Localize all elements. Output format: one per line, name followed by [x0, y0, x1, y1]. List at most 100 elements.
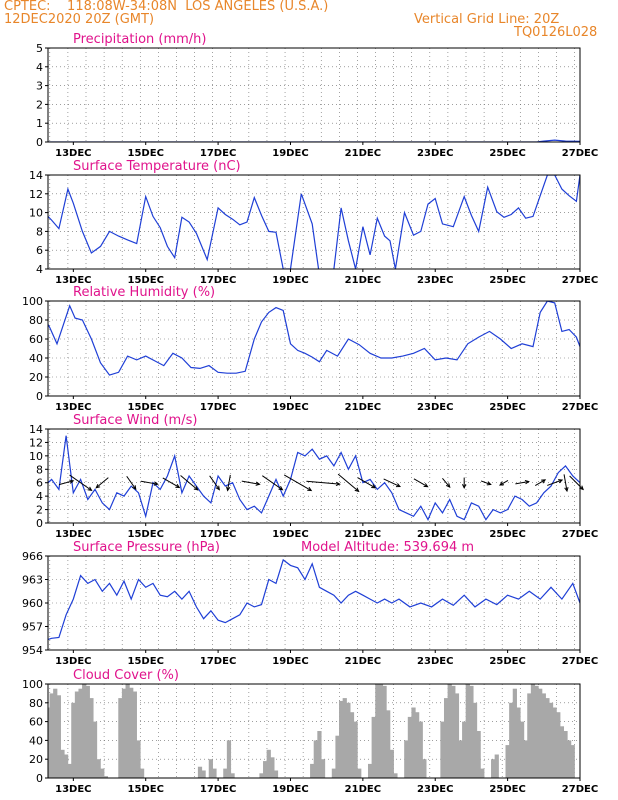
x-tick-label: 27DEC — [562, 148, 598, 159]
cloud-bar — [469, 685, 474, 778]
cloud-bar — [139, 768, 145, 778]
y-tick-label: 12 — [29, 436, 43, 449]
cloud-bar — [375, 684, 380, 778]
cloud-bar — [346, 702, 351, 778]
cloud-bar — [223, 768, 228, 778]
x-tick-label: 13DEC — [55, 402, 91, 413]
wind-arrow-head — [153, 481, 159, 486]
panel-frame — [47, 300, 581, 397]
cloud-bar — [548, 702, 554, 778]
x-tick-label: 19DEC — [272, 402, 308, 413]
x-tick-label: 23DEC — [417, 402, 453, 413]
wind-arrow-head — [558, 479, 564, 484]
x-tick-label: 17DEC — [200, 784, 236, 795]
cloud-bar — [320, 759, 326, 778]
x-tick-label: 21DEC — [345, 656, 381, 667]
x-tick-label: 21DEC — [345, 529, 381, 540]
x-tick-label: 13DEC — [55, 148, 91, 159]
wind-arrow-head — [423, 483, 429, 488]
cloud-bar — [313, 740, 318, 778]
cloud-bar — [386, 710, 391, 778]
cloud-bar — [530, 684, 536, 778]
series-line — [48, 301, 580, 376]
wind-arrow — [140, 480, 158, 485]
series-line — [48, 558, 580, 641]
x-tick-label: 19DEC — [272, 275, 308, 286]
x-tick-label: 23DEC — [417, 784, 453, 795]
x-tick-label: 13DEC — [55, 275, 91, 286]
cloud-bar — [263, 761, 268, 778]
y-tick-label: 6 — [36, 244, 43, 257]
wind-arrow-head — [278, 486, 284, 491]
y-tick-label: 1 — [36, 117, 43, 130]
y-tick-label: 6 — [36, 477, 43, 490]
cloud-bar — [136, 740, 141, 778]
wind-arrow — [58, 480, 74, 486]
x-tick-label: 15DEC — [128, 529, 164, 540]
cloud-bar — [273, 770, 279, 778]
cloud-bar — [71, 702, 76, 778]
x-tick-label: 27DEC — [562, 784, 598, 795]
x-tick-label: 25DEC — [489, 402, 525, 413]
cloud-bar — [367, 763, 373, 778]
cloud-bar — [49, 693, 54, 778]
x-tick-label: 23DEC — [417, 656, 453, 667]
panel-1: 4 6 8 10 12 14 13DEC 15DEC 17DEC 19DEC 21DEC 23DEC 2… — [29, 159, 598, 286]
cloud-bar — [505, 745, 510, 778]
cloud-bar — [476, 731, 481, 778]
cloud-bar — [82, 684, 87, 778]
wind-arrow-head — [175, 483, 181, 489]
cloud-bar — [357, 768, 362, 778]
panel-title: Cloud Cover (%) — [73, 668, 179, 683]
x-tick-label: 23DEC — [417, 275, 453, 286]
x-tick-label: 27DEC — [562, 656, 598, 667]
wind-arrow-head — [486, 481, 492, 486]
wind-arrow-head — [395, 483, 402, 488]
cloud-bar — [443, 698, 449, 778]
wind-arrow-head — [524, 479, 530, 485]
cloud-bar — [371, 716, 376, 778]
cloud-bar — [53, 688, 58, 778]
x-tick-label: 19DEC — [272, 656, 308, 667]
x-tick-label: 23DEC — [417, 148, 453, 159]
cloud-bar — [563, 731, 568, 778]
cloud-bar — [523, 740, 528, 778]
series-line — [48, 175, 580, 269]
cloud-bar — [331, 768, 337, 778]
cloud-bar — [56, 695, 61, 778]
x-tick-label: 21DEC — [345, 784, 381, 795]
cloud-bar — [230, 773, 235, 778]
x-tick-label: 17DEC — [200, 402, 236, 413]
wind-arrow — [180, 475, 199, 491]
x-tick-label: 13DEC — [55, 656, 91, 667]
x-tick-label: 17DEC — [200, 529, 236, 540]
wind-arrow — [480, 480, 491, 485]
y-tick-label: 100 — [22, 295, 43, 308]
y-tick-label: 20 — [29, 371, 43, 384]
cloud-bar — [132, 691, 137, 778]
cloud-bar — [404, 740, 409, 778]
wind-arrow-head — [354, 487, 360, 493]
x-tick-label: 27DEC — [562, 402, 598, 413]
x-tick-label: 21DEC — [345, 275, 381, 286]
cloud-bar — [201, 770, 206, 778]
wind-arrow-head — [69, 479, 75, 484]
y-tick-label: 5 — [36, 42, 43, 55]
y-tick-label: 20 — [29, 753, 43, 766]
cloud-bar — [78, 688, 83, 778]
x-tick-label: 15DEC — [128, 148, 164, 159]
panel-frame — [47, 174, 581, 270]
y-tick-label: 14 — [29, 169, 43, 182]
cloud-bar — [226, 740, 232, 778]
wind-arrow-head — [462, 484, 467, 490]
wind-arrow-head — [95, 483, 101, 489]
cloud-bar — [472, 702, 478, 778]
panel-0: 0 1 2 3 4 5 13DEC 15DEC 17DEC 19DEC 21DEC 23DEC 25DE… — [36, 32, 598, 159]
wind-arrow-head — [193, 486, 199, 491]
x-tick-label: 13DEC — [55, 529, 91, 540]
cloud-bar — [92, 721, 98, 778]
cloud-bar — [570, 745, 575, 778]
wind-arrow — [413, 478, 428, 488]
y-tick-label: 0 — [36, 772, 43, 785]
y-tick-label: 8 — [36, 225, 43, 238]
